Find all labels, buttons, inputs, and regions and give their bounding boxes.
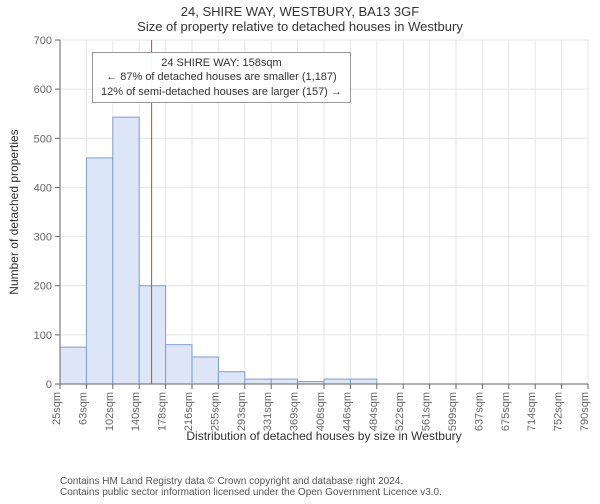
- x-tick-label: 446sqm: [341, 392, 353, 431]
- x-tick-label: 752sqm: [553, 392, 565, 431]
- x-tick-label: 331sqm: [262, 392, 274, 431]
- histogram-bar: [350, 379, 376, 384]
- x-tick-label: 599sqm: [447, 392, 459, 431]
- x-tick-label: 25sqm: [51, 392, 63, 425]
- histogram-bar: [218, 372, 244, 384]
- x-tick-label: 714sqm: [526, 392, 538, 431]
- histogram-bar: [86, 158, 112, 384]
- histogram-bar: [166, 345, 192, 384]
- histogram-bar: [113, 117, 139, 384]
- histogram-bar: [324, 379, 350, 384]
- y-tick-label: 100: [34, 330, 52, 342]
- footer-line1: Contains HM Land Registry data © Crown c…: [60, 476, 600, 487]
- chart-subtitle: Size of property relative to detached ho…: [0, 19, 600, 34]
- x-tick-label: 102sqm: [104, 392, 116, 431]
- annotation-line3: 12% of semi-detached houses are larger (…: [101, 85, 342, 99]
- histogram-bar: [192, 357, 218, 384]
- x-tick-label: 561sqm: [421, 392, 433, 431]
- x-tick-label: 484sqm: [368, 392, 380, 431]
- x-tick-label: 637sqm: [473, 392, 485, 431]
- y-tick-label: 500: [34, 133, 52, 145]
- histogram-bar: [139, 286, 165, 384]
- annotation-line2: ← 87% of detached houses are smaller (1,…: [101, 70, 342, 84]
- y-tick-label: 700: [34, 35, 52, 47]
- x-tick-label: 255sqm: [209, 392, 221, 431]
- histogram-bar: [60, 347, 86, 384]
- x-tick-label: 408sqm: [315, 392, 327, 431]
- histogram-bar: [271, 379, 297, 384]
- x-tick-label: 140sqm: [130, 392, 142, 431]
- footer-line2: Contains public sector information licen…: [60, 487, 600, 498]
- y-tick-label: 300: [34, 232, 52, 244]
- x-tick-label: 63sqm: [77, 392, 89, 425]
- annotation-box: 24 SHIRE WAY: 158sqm ← 87% of detached h…: [92, 52, 351, 103]
- page-title: 24, SHIRE WAY, WESTBURY, BA13 3GF: [0, 4, 600, 19]
- histogram-bar: [245, 379, 271, 384]
- x-axis-label: Distribution of detached houses by size …: [186, 429, 461, 443]
- x-tick-label: 216sqm: [183, 392, 195, 431]
- x-tick-label: 369sqm: [289, 392, 301, 431]
- y-tick-label: 0: [46, 379, 52, 391]
- x-tick-label: 293sqm: [236, 392, 248, 431]
- y-axis-label: Number of detached properties: [7, 129, 21, 294]
- y-tick-label: 400: [34, 182, 52, 194]
- x-tick-label: 675sqm: [500, 392, 512, 431]
- x-tick-label: 790sqm: [579, 392, 591, 431]
- x-tick-label: 522sqm: [394, 392, 406, 431]
- y-tick-label: 600: [34, 84, 52, 96]
- y-tick-label: 200: [34, 281, 52, 293]
- annotation-line1: 24 SHIRE WAY: 158sqm: [101, 56, 342, 70]
- x-tick-label: 178sqm: [157, 392, 169, 431]
